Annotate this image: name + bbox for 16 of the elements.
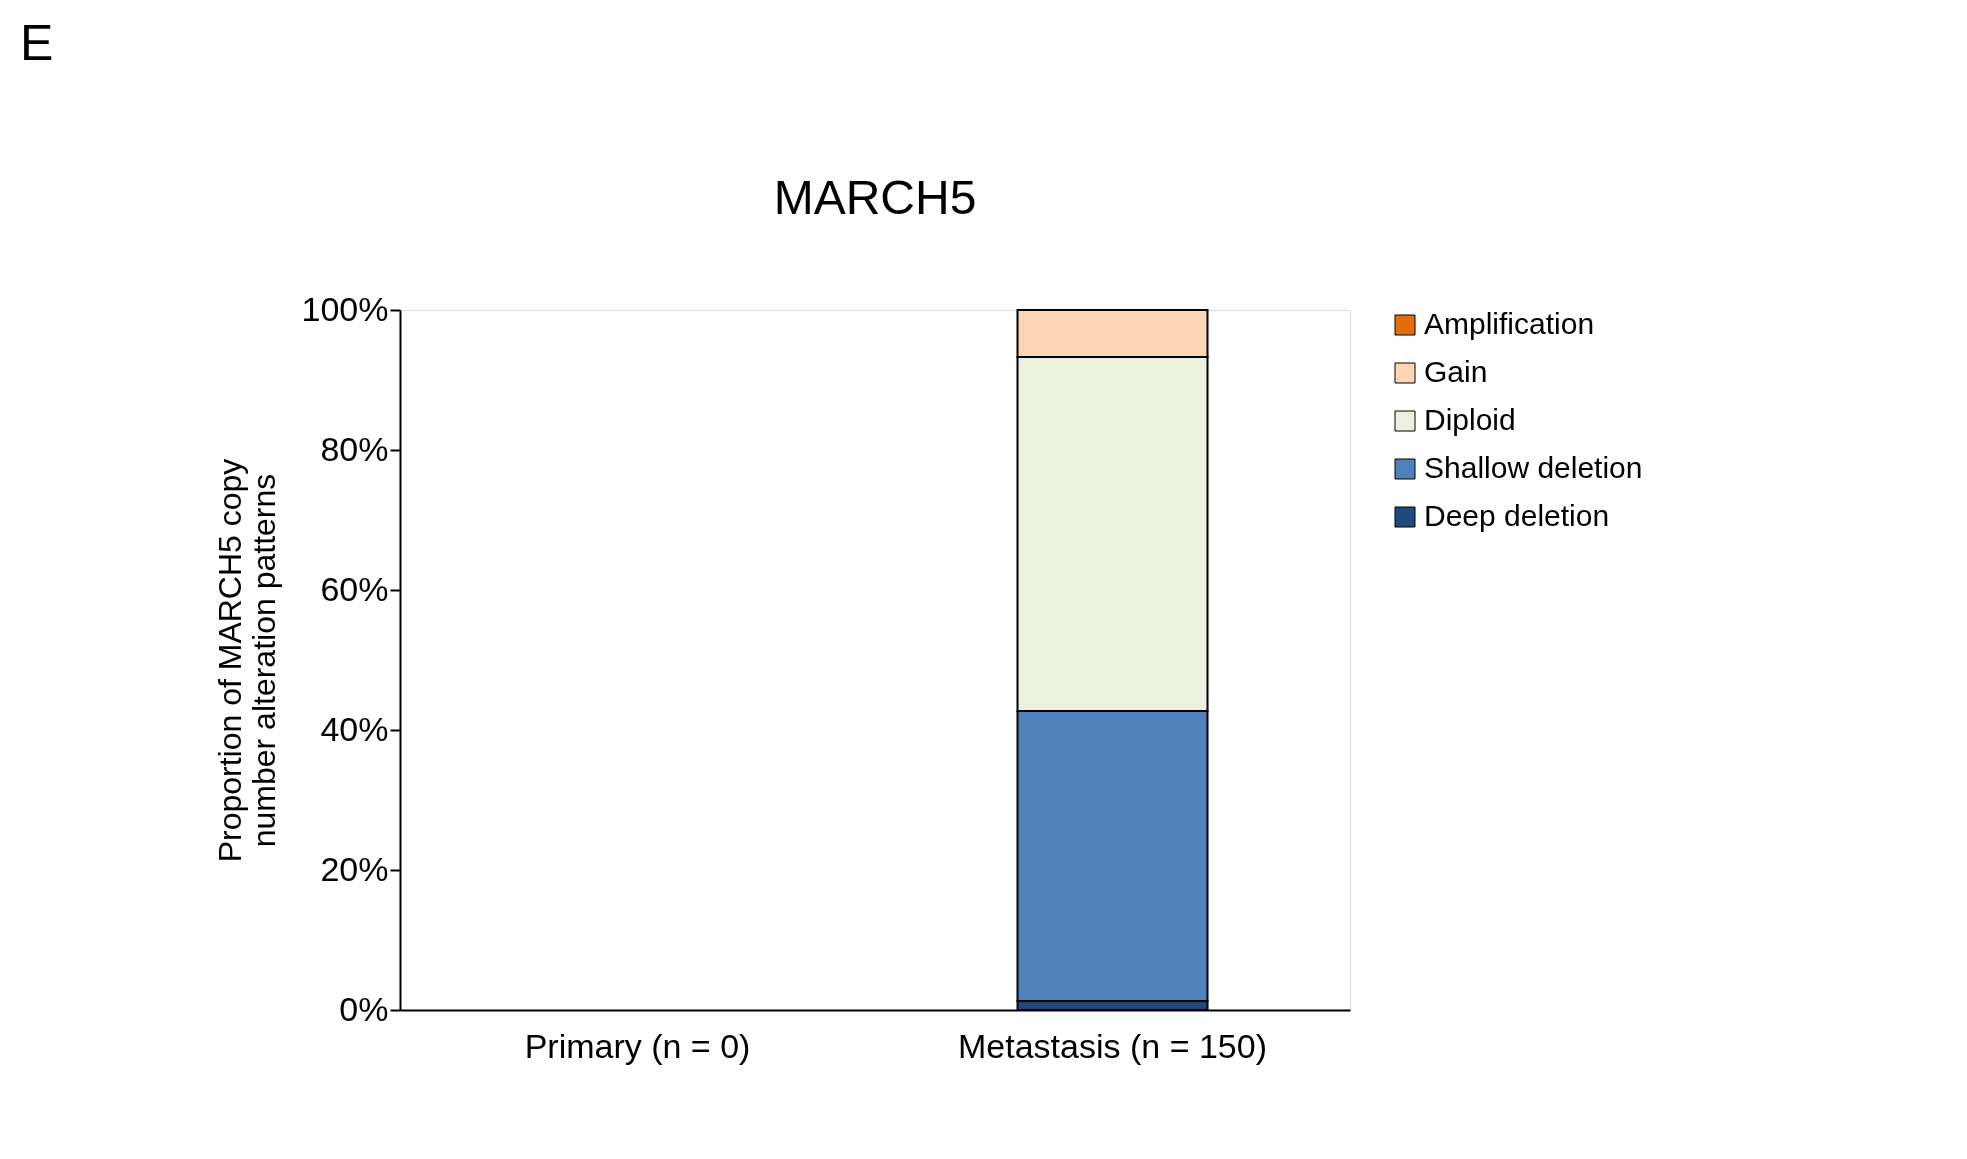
y-axis-title: Proportion of MARCH5 copy number alteration patterns — [211, 458, 282, 863]
x-tick-label: Primary (n = 0) — [524, 1026, 751, 1065]
y-tick-label: 60% — [320, 569, 389, 608]
legend-label: Diploid — [1424, 403, 1516, 436]
chart-title: MARCH5 — [773, 171, 977, 224]
legend-label: Amplification — [1424, 307, 1595, 340]
y-tick-label: 100% — [301, 289, 389, 328]
x-tick-label: Metastasis (n = 150) — [958, 1026, 1267, 1065]
legend-label: Deep deletion — [1424, 499, 1610, 532]
y-tick-label: 80% — [320, 429, 389, 468]
y-tick-label: 20% — [320, 849, 389, 888]
legend-label: Shallow deletion — [1424, 451, 1643, 484]
text: E — [20, 15, 54, 71]
legend-label: Gain — [1424, 355, 1488, 388]
y-tick-label: 0% — [339, 989, 389, 1028]
y-tick-label: 40% — [320, 709, 389, 748]
